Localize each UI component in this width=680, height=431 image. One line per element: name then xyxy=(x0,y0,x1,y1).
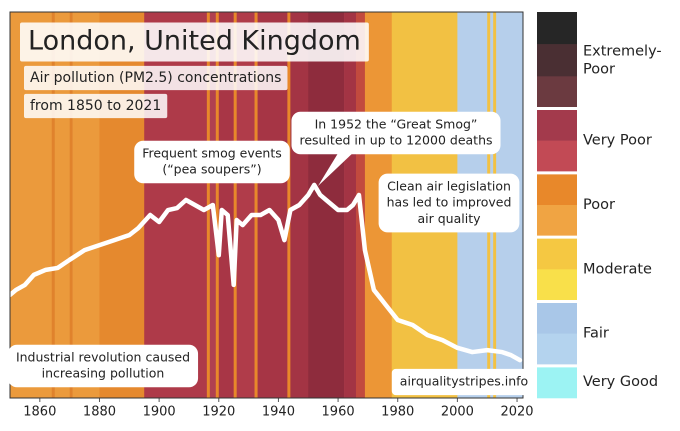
annotation-text: Frequent smog events xyxy=(142,145,282,160)
x-tick-label: 2000 xyxy=(441,405,474,420)
legend-label: Poor xyxy=(583,61,615,77)
legend-swatch xyxy=(537,205,577,238)
annotation-text: air quality xyxy=(417,211,481,226)
legend-swatch xyxy=(537,269,577,302)
stripe xyxy=(51,12,56,398)
legend-label: Fair xyxy=(583,326,609,342)
stripe xyxy=(215,12,220,398)
legend-label: Moderate xyxy=(583,261,652,277)
legend-label: Very Good xyxy=(583,374,658,390)
annotation-text: has led to improved xyxy=(387,195,512,210)
title-box xyxy=(20,22,369,62)
annotation-box xyxy=(378,173,520,233)
x-tick-label: 1900 xyxy=(143,405,176,420)
annotation-box xyxy=(7,344,199,388)
annotation-text: In 1952 the “Great Smog” xyxy=(315,116,478,131)
x-tick-label: 1960 xyxy=(322,405,355,420)
subtitle: from 1850 to 2021 xyxy=(24,93,168,119)
stripe xyxy=(308,12,345,398)
legend-swatch xyxy=(537,301,577,334)
x-tick-label: 1920 xyxy=(202,405,235,420)
stripe xyxy=(287,12,291,398)
legend-swatch xyxy=(537,237,577,270)
legend-swatch xyxy=(537,140,577,174)
legend-swatch xyxy=(537,76,577,109)
annotation-text: (“pea soupers”) xyxy=(162,162,261,177)
title: London, United Kingdom xyxy=(20,22,369,62)
title-text: London, United Kingdom xyxy=(28,26,361,57)
subtitle-text: from 1850 to 2021 xyxy=(30,98,161,114)
annotation-box xyxy=(134,140,290,184)
subtitle: Air pollution (PM2.5) concentrations xyxy=(24,65,288,91)
stripe xyxy=(69,12,73,398)
annotation-text: airqualitystripes.info xyxy=(400,374,528,389)
x-tick-label: 2020 xyxy=(500,405,533,420)
annotation: Clean air legislation has led to improved… xyxy=(378,173,520,233)
x-tick-label: 1880 xyxy=(83,405,116,420)
annotation: In 1952 the “Great Smog” resulted in up t… xyxy=(291,111,501,186)
stripe xyxy=(236,12,255,398)
pollution-line xyxy=(7,182,523,363)
x-tick-label: 1980 xyxy=(381,405,414,420)
subtitle-text: Air pollution (PM2.5) concentrations xyxy=(30,70,281,86)
stripe xyxy=(254,12,258,398)
legend-swatch xyxy=(537,172,577,206)
annotation-box xyxy=(391,368,537,396)
legend-label: Extremely- xyxy=(583,43,662,59)
legend-label: Poor xyxy=(583,197,615,213)
x-tick-label: 1940 xyxy=(262,405,295,420)
annotation-text: Clean air legislation xyxy=(387,178,511,193)
legend-swatch xyxy=(537,12,577,45)
annotation: Frequent smog events (“pea soupers”) xyxy=(134,140,290,184)
annotation-box xyxy=(291,111,501,155)
stripe xyxy=(218,12,234,398)
legend-swatch xyxy=(537,333,577,367)
plot-frame xyxy=(9,11,524,399)
annotation: airqualitystripes.info xyxy=(391,368,537,396)
legend-swatch xyxy=(537,365,577,399)
annotation-pointer xyxy=(318,150,356,186)
annotation-text: Industrial revolution caused xyxy=(16,349,190,364)
subtitle-box xyxy=(24,65,288,91)
subtitle-box xyxy=(24,93,168,119)
stripe xyxy=(233,12,237,398)
annotation-text: increasing pollution xyxy=(42,366,165,381)
annotation-text: resulted in up to 12000 deaths xyxy=(299,133,492,148)
legend-swatch xyxy=(537,108,577,141)
x-tick-label: 1860 xyxy=(23,405,56,420)
annotation: Industrial revolution caused increasing p… xyxy=(7,344,199,388)
legend-swatch xyxy=(537,44,577,77)
legend-label: Very Poor xyxy=(583,133,652,149)
